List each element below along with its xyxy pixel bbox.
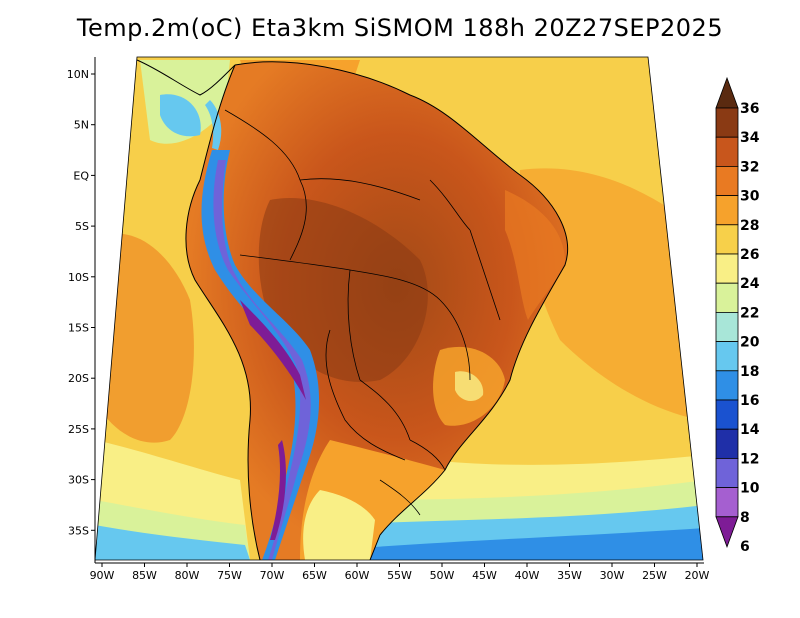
lat-tick-label: 5N: [74, 119, 89, 132]
colorbar-swatch: [715, 457, 739, 488]
lon-tick-label: 35W: [557, 569, 582, 582]
temperature-field: [95, 57, 703, 560]
lat-tick-label: 15S: [68, 322, 89, 335]
lat-tick-label: 35S: [68, 524, 89, 537]
lon-tick-label: 40W: [515, 569, 540, 582]
colorbar-label: 30: [740, 189, 760, 205]
colorbar-swatch: [715, 224, 739, 255]
colorbar: 36 34 32 30 28 26 24 22 20 18 16 14 12 10 8 6: [715, 76, 760, 555]
lon-tick-label: 45W: [472, 569, 497, 582]
colorbar-swatch: [715, 282, 739, 313]
colorbar-label: 32: [740, 159, 759, 175]
lat-tick-label: 10S: [68, 271, 89, 284]
colorbar-label: 36: [740, 101, 759, 117]
colorbar-swatch: [715, 370, 739, 401]
colorbar-label: 20: [740, 335, 760, 351]
colorbar-label: 26: [740, 247, 759, 263]
map-title: Temp.2m(oC) Eta3km SiSMOM 188h 20Z27SEP2…: [76, 14, 724, 42]
lon-tick-label: 30W: [600, 569, 625, 582]
colorbar-label: 12: [740, 451, 759, 467]
colorbar-label: 8: [740, 510, 750, 526]
colorbar-swatch: [715, 253, 739, 284]
latitude-axis: 10N 5N EQ 5S 10S 15S 20S 25S 30S 35S: [67, 68, 95, 537]
lon-tick-label: 50W: [430, 569, 455, 582]
lat-tick-label: 20S: [68, 372, 89, 385]
lon-tick-label: 25W: [642, 569, 667, 582]
colorbar-label: 34: [740, 130, 760, 146]
longitude-axis: 90W 85W 80W 75W 70W 65W 60W 55W 50W 45W 40W 35W 30W 2…: [90, 563, 710, 582]
colorbar-label: 28: [740, 218, 759, 234]
colorbar-label: 16: [740, 393, 759, 409]
lon-tick-label: 55W: [387, 569, 412, 582]
country-borders: [224, 109, 501, 516]
colorbar-bottom-arrow: [715, 516, 739, 548]
colorbar-label: 6: [740, 539, 750, 555]
colorbar-swatch: [715, 136, 739, 167]
lon-tick-label: 70W: [260, 569, 285, 582]
colorbar-label: 24: [740, 276, 760, 292]
lon-tick-label: 75W: [217, 569, 242, 582]
colorbar-label: 18: [740, 364, 759, 380]
lat-tick-label: 30S: [68, 474, 89, 487]
lon-tick-label: 85W: [132, 569, 157, 582]
lon-tick-label: 20W: [685, 569, 710, 582]
colorbar-label: 10: [740, 481, 760, 497]
lon-tick-label: 60W: [345, 569, 370, 582]
map-domain-frame: [94, 56, 704, 561]
colorbar-swatch: [715, 311, 739, 342]
colorbar-swatch: [715, 487, 739, 518]
colorbar-swatch: [715, 107, 739, 138]
lon-tick-label: 90W: [90, 569, 115, 582]
colorbar-swatch: [715, 165, 739, 196]
lon-tick-label: 80W: [175, 569, 200, 582]
lat-tick-label: 5S: [75, 220, 89, 233]
lat-tick-label: EQ: [73, 169, 89, 182]
colorbar-swatch: [715, 428, 739, 459]
lat-tick-label: 10N: [67, 68, 89, 81]
colorbar-swatch: [715, 341, 739, 372]
colorbar-label: 14: [740, 422, 760, 438]
colorbar-swatch: [715, 399, 739, 430]
colorbar-swatch: [715, 195, 739, 226]
lat-tick-label: 25S: [68, 423, 89, 436]
colorbar-top-arrow: [715, 76, 739, 109]
lon-tick-label: 65W: [302, 569, 327, 582]
colorbar-label: 22: [740, 305, 759, 321]
